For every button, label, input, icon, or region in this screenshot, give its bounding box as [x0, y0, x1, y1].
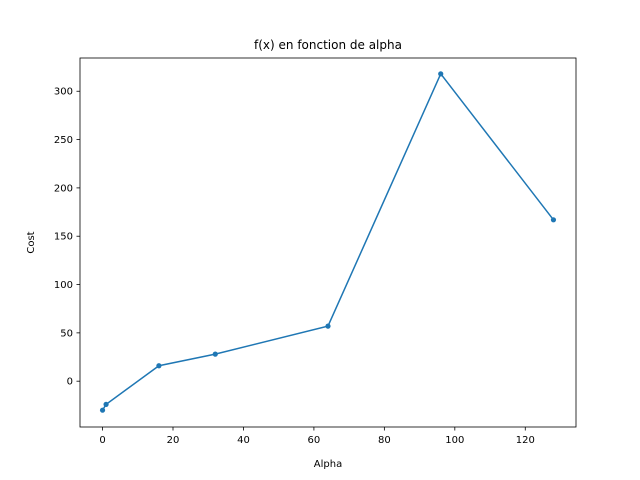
data-point — [325, 323, 331, 329]
y-tick-label: 100 — [54, 280, 73, 291]
y-tick-label: 250 — [54, 135, 73, 146]
x-tick-label: 60 — [308, 435, 321, 446]
y-tick-label: 150 — [54, 232, 73, 243]
x-tick-label: 40 — [237, 435, 250, 446]
x-axis-label: Alpha — [314, 459, 342, 470]
data-point — [156, 363, 162, 369]
y-tick-label: 50 — [60, 328, 73, 339]
x-tick-label: 80 — [378, 435, 391, 446]
data-point — [103, 401, 109, 407]
data-point — [438, 71, 444, 77]
plot-area-frame — [79, 57, 577, 428]
y-axis-label: Cost — [26, 231, 37, 253]
data-point — [99, 407, 106, 413]
x-tick-label: 0 — [99, 435, 105, 446]
x-axis-ticks: 0 20 40 60 80 100 120 — [99, 427, 535, 446]
data-point — [212, 351, 218, 357]
x-tick-label: 120 — [516, 435, 535, 446]
x-tick-label: 20 — [167, 435, 180, 446]
series-points — [99, 71, 557, 413]
y-tick-label: 300 — [54, 87, 73, 98]
y-tick-label: 200 — [54, 183, 73, 194]
y-tick-label: 0 — [67, 377, 73, 388]
data-point — [550, 217, 557, 223]
x-tick-label: 100 — [445, 435, 464, 446]
y-axis-ticks: 0 50 100 150 200 250 300 — [54, 87, 80, 388]
chart-title: f(x) en fonction de alpha — [254, 38, 402, 52]
